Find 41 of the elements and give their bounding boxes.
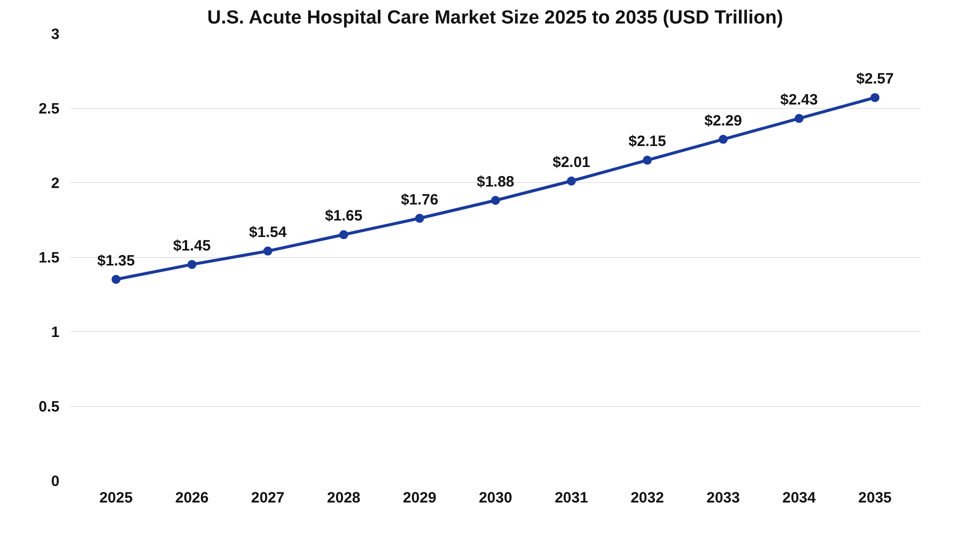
point [642,156,652,165]
x-tick-label: 2030 [478,490,512,506]
y-tick-label: 2 [51,175,60,192]
point [870,93,880,102]
point [187,260,196,269]
x-tick-label: 2028 [327,490,360,506]
data-label: $2.29 [704,112,742,130]
x-tick-label: 2025 [99,490,133,506]
data-label: $1.54 [249,224,288,242]
chart-title: U.S. Acute Hospital Care Market Size 2025 to 2035 (USD Trillion) [207,8,784,28]
x-tick-label: 2033 [706,490,740,506]
data-label: $1.65 [324,208,362,225]
point [112,274,121,284]
point [718,134,728,144]
data-label: $1.35 [97,252,135,270]
data-label: $2.43 [780,91,818,108]
data-label: $1.76 [400,191,438,208]
x-tick-label: 2032 [630,490,664,506]
point [491,196,500,205]
x-tick-label: 2035 [858,490,892,506]
y-tick-label: 3 [51,26,60,43]
x-tick-label: 2027 [251,490,285,506]
point [339,230,348,240]
data-label: $1.45 [173,237,211,254]
x-tick-label: 2031 [554,490,588,506]
point [263,246,272,256]
data-label: $2.01 [552,154,590,172]
y-tick-label: 0.5 [38,398,60,416]
x-tick-label: 2029 [402,490,436,506]
y-tick-label: 2.5 [38,100,60,118]
data-label: $2.15 [628,133,666,150]
point [794,114,804,123]
point [566,176,576,186]
x-tick-label: 2034 [782,490,816,506]
data-label: $2.57 [856,70,894,88]
x-tick-label: 2026 [175,490,209,506]
y-tick-label: 1.5 [38,250,60,266]
point [415,214,424,223]
data-label: $1.88 [476,173,514,190]
y-tick-label: 0 [51,473,60,490]
y-tick-label: 1 [51,324,60,341]
